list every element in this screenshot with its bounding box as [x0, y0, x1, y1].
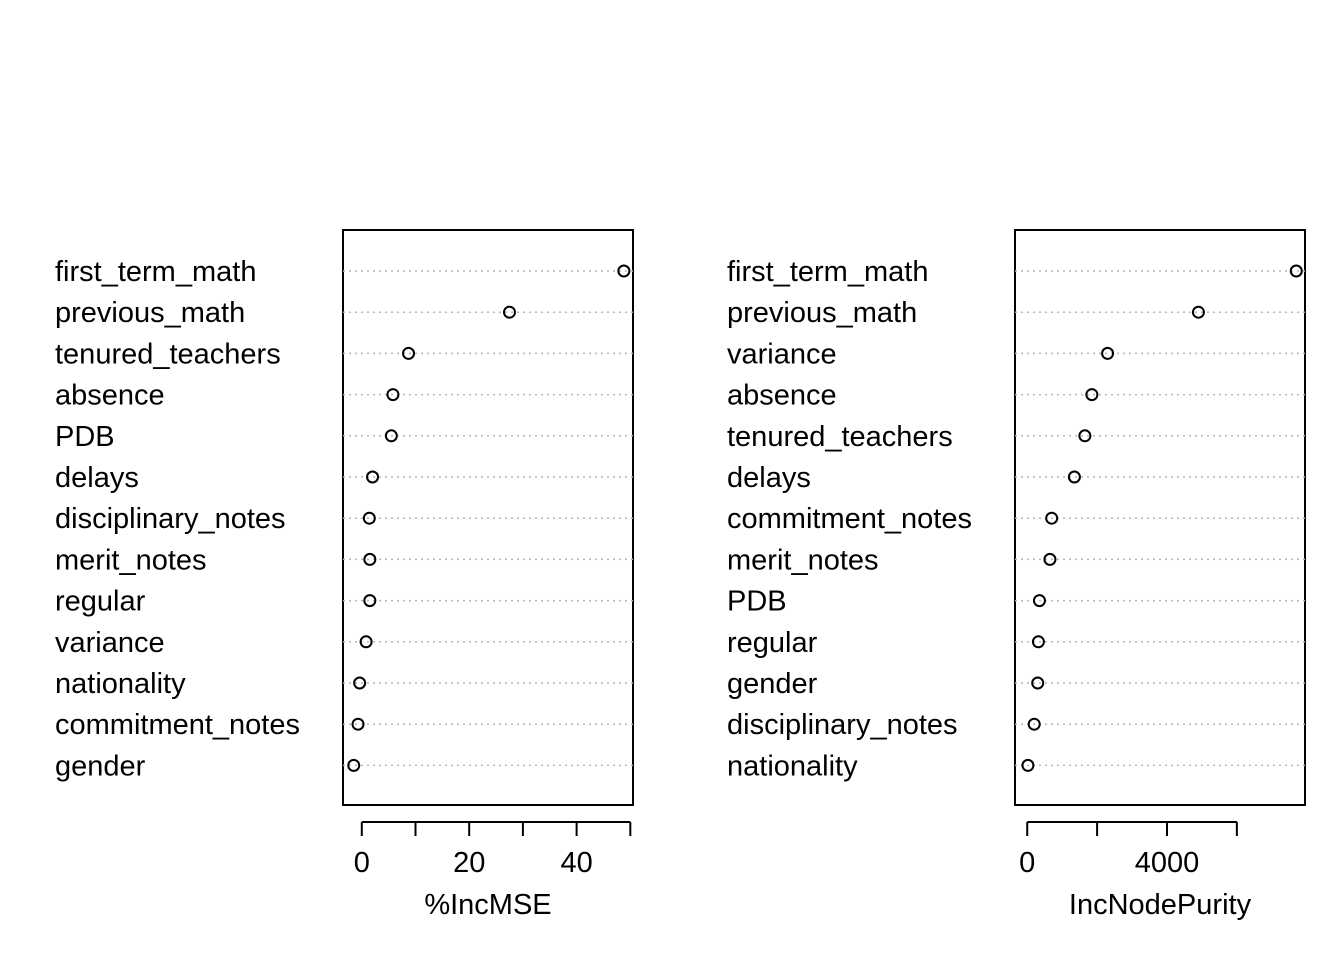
- category-label: merit_notes: [727, 544, 879, 576]
- data-point: [1085, 388, 1099, 402]
- data-point: [1032, 594, 1046, 608]
- category-label: variance: [727, 338, 837, 370]
- category-label: merit_notes: [55, 544, 207, 576]
- category-label: commitment_notes: [727, 503, 972, 535]
- data-point: [1043, 552, 1057, 566]
- category-label: delays: [727, 462, 811, 494]
- dotchart-panel-1: first_term_math previous_math tenured_teac…: [55, 229, 634, 921]
- data-point: [1078, 429, 1092, 443]
- category-label: first_term_math: [55, 256, 256, 288]
- category-label: PDB: [55, 421, 115, 453]
- x-tick-label: 0: [1019, 847, 1035, 879]
- category-label: absence: [727, 380, 837, 412]
- category-label: gender: [727, 668, 818, 700]
- data-point: [1101, 346, 1115, 360]
- category-label: nationality: [727, 750, 858, 782]
- data-point: [1067, 470, 1081, 484]
- category-label: previous_math: [55, 297, 245, 329]
- data-point: [1191, 305, 1205, 319]
- data-point: [617, 264, 631, 278]
- category-label: disciplinary_notes: [727, 709, 958, 741]
- data-point: [363, 594, 377, 608]
- category-label: previous_math: [727, 297, 917, 329]
- category-label: regular: [727, 627, 818, 659]
- data-point: [351, 717, 365, 731]
- category-label: gender: [55, 750, 146, 782]
- data-point: [1031, 676, 1045, 690]
- data-point: [359, 635, 373, 649]
- data-point: [1027, 717, 1041, 731]
- x-axis-label: %IncMSE: [424, 889, 551, 921]
- category-label: disciplinary_notes: [55, 503, 286, 535]
- data-point: [384, 429, 398, 443]
- data-point: [366, 470, 380, 484]
- data-point: [1031, 635, 1045, 649]
- category-label: tenured_teachers: [55, 338, 281, 370]
- x-axis-label: IncNodePurity: [1069, 889, 1252, 921]
- data-point: [363, 552, 377, 566]
- category-label: absence: [55, 380, 165, 412]
- dotchart-panel-2: first_term_math previous_math variance abse…: [727, 229, 1306, 921]
- data-point: [362, 511, 376, 525]
- data-point: [1021, 758, 1035, 772]
- category-label: variance: [55, 627, 165, 659]
- data-point: [502, 305, 516, 319]
- category-label: tenured_teachers: [727, 421, 953, 453]
- category-label: regular: [55, 586, 146, 618]
- category-label: commitment_notes: [55, 709, 300, 741]
- category-label: PDB: [727, 586, 787, 618]
- x-tick-label: 20: [453, 847, 485, 879]
- data-point: [386, 388, 400, 402]
- x-tick-label: 4000: [1135, 847, 1200, 879]
- x-tick-label: 0: [354, 847, 370, 879]
- data-point: [1045, 511, 1059, 525]
- data-point: [353, 676, 367, 690]
- data-point: [1289, 264, 1303, 278]
- data-point: [347, 758, 361, 772]
- data-point: [402, 346, 416, 360]
- category-label: delays: [55, 462, 139, 494]
- category-label: nationality: [55, 668, 186, 700]
- category-label: first_term_math: [727, 256, 928, 288]
- x-tick-label: 40: [560, 847, 592, 879]
